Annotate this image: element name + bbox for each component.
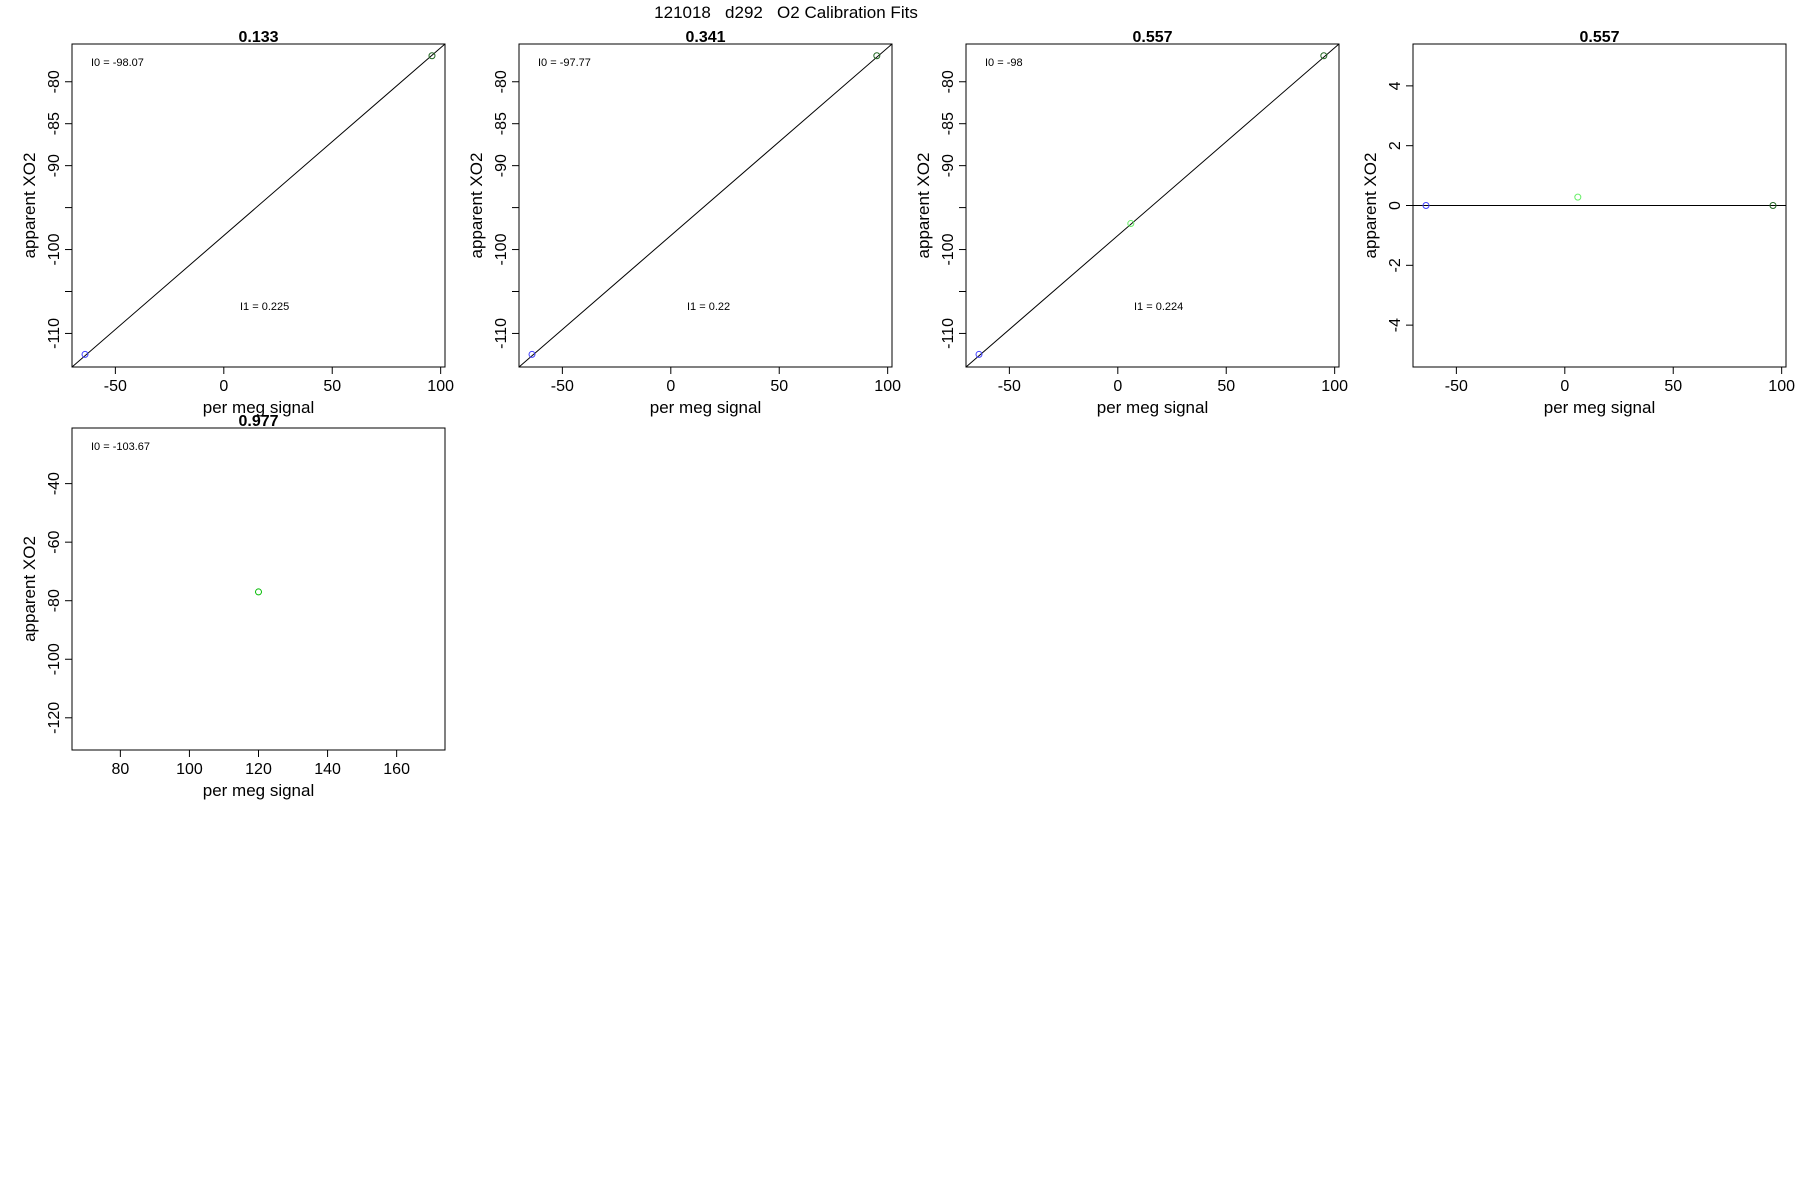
data-point (81, 350, 89, 358)
x-axis-label: per meg signal (203, 781, 315, 800)
panel-title: 0.557 (1132, 29, 1172, 46)
x-tick-label: 100 (874, 378, 901, 395)
y-tick-label: -80 (493, 70, 510, 93)
x-tick-label: 120 (245, 761, 272, 778)
fit-annotation: I0 = -103.67 (91, 441, 150, 453)
fit-line (72, 44, 445, 367)
x-tick-label: 100 (176, 761, 203, 778)
data-point (975, 350, 983, 358)
y-axis-label: apparent XO2 (20, 536, 39, 642)
panel-1: 0.133 -50 0 50 100 per meg signal -80 -85 -90 -10… (20, 29, 454, 417)
panel-title: 0.557 (1579, 29, 1619, 46)
x-tick-label: 0 (219, 378, 228, 395)
y-tick-label: -100 (46, 643, 63, 675)
y-tick-label: -80 (940, 70, 957, 93)
y-tick-label: 2 (1387, 141, 1404, 150)
y-tick-label: -85 (493, 112, 510, 135)
y-tick-label: -100 (940, 233, 957, 265)
x-tick-label: -50 (998, 378, 1021, 395)
data-point (1422, 202, 1430, 209)
y-tick-label: -80 (46, 70, 63, 93)
y-axis-label: apparent XO2 (20, 153, 39, 259)
y-tick-label: -110 (493, 318, 510, 349)
y-tick-label: -85 (940, 112, 957, 135)
x-tick-label: 100 (1321, 378, 1348, 395)
panel-5: 0.977 80 100 120 140 160 per meg signal -40 -60 -… (20, 413, 446, 800)
data-point (1320, 52, 1328, 60)
y-tick-label: -80 (46, 589, 63, 612)
data-point (873, 52, 881, 60)
y-tick-label: -40 (46, 472, 63, 495)
x-tick-label: 50 (1217, 378, 1235, 395)
x-axis-label: per meg signal (650, 398, 762, 417)
fit-annotation: I1 = 0.224 (1134, 301, 1183, 313)
y-tick-label: -4 (1387, 318, 1404, 332)
figure-title: 121018 d292 O2 Calibration Fits (654, 3, 918, 22)
fit-annotation: I1 = 0.225 (240, 301, 289, 313)
panel-title: 0.133 (238, 29, 278, 46)
y-axis-label: apparent XO2 (1361, 153, 1380, 259)
y-tick-label: 0 (1387, 201, 1404, 210)
x-tick-label: 0 (1113, 378, 1122, 395)
panel-2: 0.341 -50 0 50 100 per meg signal -80 -85 -90 -10… (467, 29, 901, 417)
y-axis-label: apparent XO2 (467, 153, 486, 259)
fit-annotation: I0 = -98 (985, 57, 1023, 69)
x-tick-label: 50 (770, 378, 788, 395)
fit-annotation: I0 = -98.07 (91, 57, 144, 69)
y-axis-label: apparent XO2 (914, 153, 933, 259)
x-tick-label: 0 (666, 378, 675, 395)
data-point (428, 52, 436, 60)
fit-annotation: I1 = 0.22 (687, 301, 730, 313)
x-tick-label: -50 (1445, 378, 1468, 395)
y-tick-label: -90 (940, 154, 957, 177)
y-tick-label: -110 (46, 318, 63, 349)
y-tick-label: -100 (46, 233, 63, 265)
x-tick-label: -50 (104, 378, 127, 395)
y-tick-label: -90 (493, 154, 510, 177)
x-axis-label: per meg signal (1097, 398, 1209, 417)
x-tick-label: -50 (551, 378, 574, 395)
panel-4: 0.557 -50 0 50 100 per meg signal 4 2 0 -2 -4 appar… (1361, 29, 1795, 417)
panel-3: 0.557 -50 0 50 100 per meg signal -80 -85 -90 -10… (914, 29, 1348, 417)
panel-title: 0.977 (238, 413, 278, 430)
y-tick-label: 4 (1387, 81, 1404, 90)
x-axis-label: per meg signal (203, 398, 315, 417)
x-axis-label: per meg signal (1544, 398, 1656, 417)
data-point (1574, 193, 1582, 201)
y-tick-label: -110 (940, 318, 957, 349)
fit-line (966, 44, 1339, 367)
y-tick-label: -60 (46, 530, 63, 553)
x-tick-label: 50 (323, 378, 341, 395)
y-tick-label: -120 (46, 702, 63, 734)
y-tick-label: -90 (46, 154, 63, 177)
panel-title: 0.341 (685, 29, 725, 46)
data-point (1127, 220, 1135, 228)
y-tick-label: -100 (493, 233, 510, 265)
x-tick-label: 100 (1768, 378, 1795, 395)
x-tick-label: 160 (383, 761, 410, 778)
y-tick-label: -85 (46, 112, 63, 135)
x-tick-label: 0 (1560, 378, 1569, 395)
data-point (1769, 202, 1777, 209)
y-tick-label: -2 (1387, 258, 1404, 272)
data-point (255, 588, 262, 596)
x-tick-label: 100 (427, 378, 454, 395)
fit-annotation: I0 = -97.77 (538, 57, 591, 69)
data-point (528, 350, 536, 358)
x-tick-label: 140 (314, 761, 341, 778)
x-tick-label: 80 (111, 761, 129, 778)
fit-line (519, 44, 892, 367)
x-tick-label: 50 (1664, 378, 1682, 395)
